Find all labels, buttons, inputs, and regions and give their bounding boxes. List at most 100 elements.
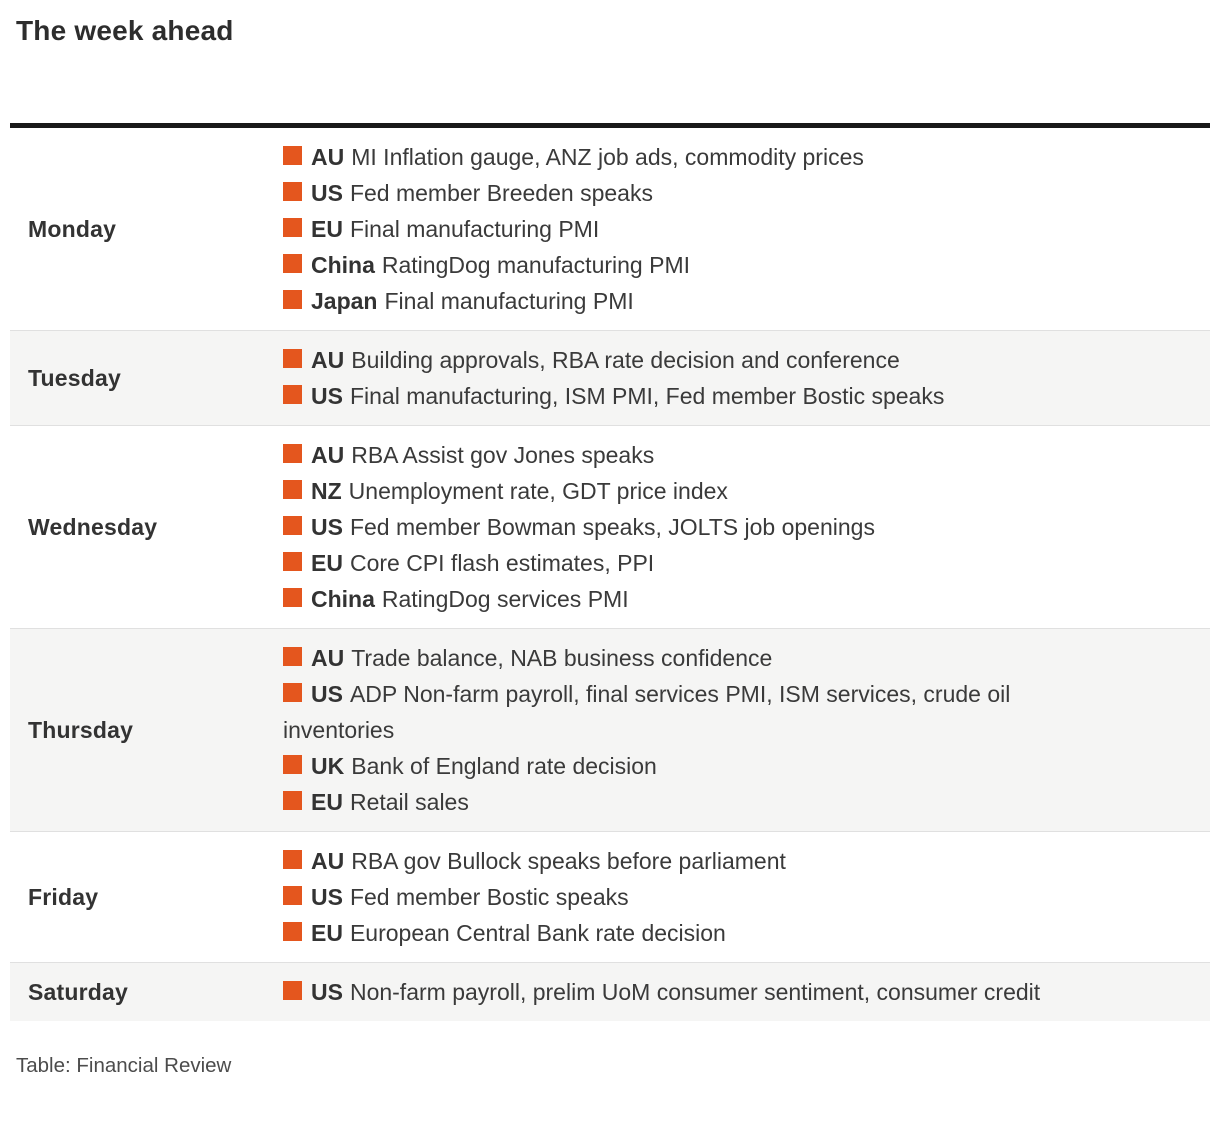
event-item: US ADP Non-farm payroll, final services P… [283,676,1078,748]
day-label: Friday [28,883,99,910]
day-column: Monday [10,139,283,319]
event-list: AU Building approvals, RBA rate decision … [283,342,1078,414]
table-row: Tuesday AU Building approvals, RBA rate d… [10,330,1210,425]
event-item: US Fed member Bostic speaks [283,879,1078,915]
day-column: Wednesday [10,437,283,617]
event-text: Final manufacturing PMI [384,288,634,314]
event-region: China [311,586,375,612]
table-row: Monday AU MI Inflation gauge, ANZ job ads… [10,128,1210,330]
event-item: AU Building approvals, RBA rate decision … [283,342,1078,378]
square-bullet-icon [283,290,302,309]
event-list: AU MI Inflation gauge, ANZ job ads, commo… [283,139,1078,319]
square-bullet-icon [283,385,302,404]
event-item: EU Final manufacturing PMI [283,211,1078,247]
event-region: US [311,979,343,1005]
event-text: Fed member Breeden speaks [349,180,653,206]
event-item: Japan Final manufacturing PMI [283,283,1078,319]
day-column: Thursday [10,640,283,820]
day-column: Saturday [10,974,283,1010]
event-region: EU [311,216,343,242]
square-bullet-icon [283,791,302,810]
event-region: UK [311,753,345,779]
event-region: AU [311,848,345,874]
event-region: EU [311,920,343,946]
event-item: US Non-farm payroll, prelim UoM consumer … [283,974,1078,1010]
event-region: EU [311,550,343,576]
square-bullet-icon [283,254,302,273]
event-region: US [311,383,343,409]
table-row: Thursday AU Trade balance, NAB business c… [10,628,1210,831]
event-item: AU Trade balance, NAB business confidence [283,640,1078,676]
event-text: Building approvals, RBA rate decision an… [351,347,900,373]
event-item: US Fed member Breeden speaks [283,175,1078,211]
event-item: NZ Unemployment rate, GDT price index [283,473,1078,509]
event-text: RBA Assist gov Jones speaks [351,442,655,468]
table-row: Friday AU RBA gov Bullock speaks before p… [10,831,1210,962]
event-text: Bank of England rate decision [351,753,657,779]
event-item: EU Core CPI flash estimates, PPI [283,545,1078,581]
day-label: Saturday [28,978,129,1005]
day-label: Tuesday [28,364,122,391]
square-bullet-icon [283,588,302,607]
event-region: US [311,884,343,910]
event-list: AU RBA gov Bullock speaks before parliame… [283,843,1078,951]
event-region: AU [311,442,345,468]
day-label: Wednesday [28,513,158,540]
square-bullet-icon [283,480,302,499]
event-region: US [311,514,343,540]
event-item: US Final manufacturing, ISM PMI, Fed memb… [283,378,1078,414]
table-row: Wednesday AU RBA Assist gov Jones speaks N… [10,425,1210,628]
event-text: MI Inflation gauge, ANZ job ads, commodi… [351,144,864,170]
square-bullet-icon [283,755,302,774]
event-list: US Non-farm payroll, prelim UoM consumer … [283,974,1078,1010]
square-bullet-icon [283,647,302,666]
event-text: European Central Bank rate decision [349,920,726,946]
event-text: Non-farm payroll, prelim UoM consumer se… [349,979,1041,1005]
day-column: Friday [10,843,283,951]
event-text: RatingDog manufacturing PMI [381,252,690,278]
day-label: Monday [28,215,117,242]
event-item: EU Retail sales [283,784,1078,820]
event-region: US [311,180,343,206]
source-credit: Table: Financial Review [16,1054,232,1077]
event-text: Fed member Bostic speaks [349,884,629,910]
square-bullet-icon [283,683,302,702]
day-column: Tuesday [10,342,283,414]
square-bullet-icon [283,850,302,869]
event-region: AU [311,645,345,671]
event-text: Final manufacturing PMI [349,216,600,242]
event-text: Core CPI flash estimates, PPI [349,550,655,576]
event-item: AU RBA gov Bullock speaks before parliame… [283,843,1078,879]
event-region: AU [311,347,345,373]
week-ahead-table: Monday AU MI Inflation gauge, ANZ job ads… [10,128,1210,1021]
event-item: AU MI Inflation gauge, ANZ job ads, commo… [283,139,1078,175]
event-region: China [311,252,375,278]
event-text: Fed member Bowman speaks, JOLTS job open… [349,514,875,540]
event-item: UK Bank of England rate decision [283,748,1078,784]
event-item: US Fed member Bowman speaks, JOLTS job op… [283,509,1078,545]
event-region: AU [311,144,345,170]
square-bullet-icon [283,444,302,463]
event-text: Final manufacturing, ISM PMI, Fed member… [349,383,945,409]
page-title: The week ahead [16,15,234,46]
square-bullet-icon [283,218,302,237]
day-label: Thursday [28,716,134,743]
square-bullet-icon [283,922,302,941]
square-bullet-icon [283,349,302,368]
event-region: Japan [311,288,378,314]
event-region: NZ [311,478,342,504]
square-bullet-icon [283,146,302,165]
square-bullet-icon [283,886,302,905]
event-item: China RatingDog services PMI [283,581,1078,617]
event-list: AU RBA Assist gov Jones speaks NZ Unemploym… [283,437,1078,617]
square-bullet-icon [283,516,302,535]
event-text: ADP Non-farm payroll, final services PMI… [283,681,1011,743]
event-item: AU RBA Assist gov Jones speaks [283,437,1078,473]
event-text: RatingDog services PMI [381,586,629,612]
event-item: China RatingDog manufacturing PMI [283,247,1078,283]
square-bullet-icon [283,182,302,201]
table-row: Saturday US Non-farm payroll, prelim UoM … [10,962,1210,1021]
event-item: EU European Central Bank rate decision [283,915,1078,951]
event-text: Retail sales [349,789,469,815]
square-bullet-icon [283,981,302,1000]
